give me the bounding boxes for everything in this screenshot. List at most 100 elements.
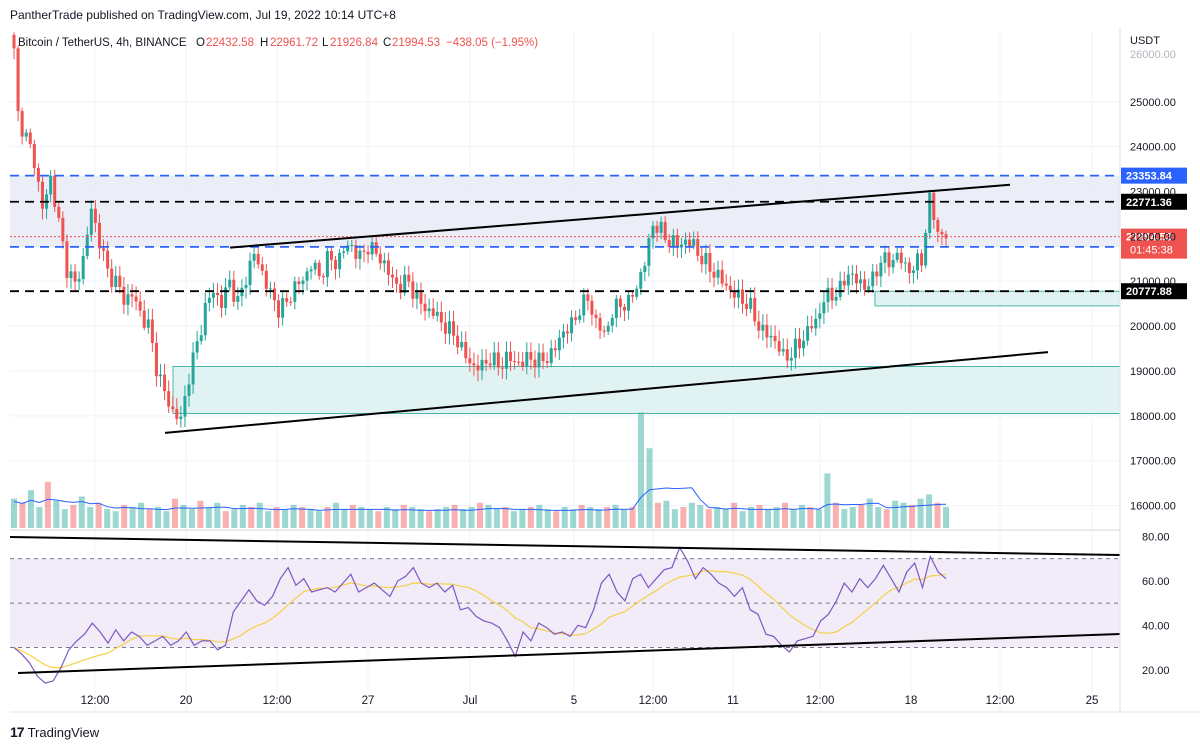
volume-bar xyxy=(561,507,568,528)
candle-body xyxy=(40,181,44,209)
candle-body xyxy=(179,416,183,419)
level-badge xyxy=(1121,167,1187,184)
volume-ma-line xyxy=(13,487,947,511)
level-price-label: 20777.88 xyxy=(1126,286,1172,298)
volume-bar xyxy=(731,502,738,528)
volume-bar xyxy=(222,511,229,528)
price-tick-label: 21000.00 xyxy=(1130,276,1176,288)
volume-bar xyxy=(756,504,763,528)
candle-body xyxy=(635,288,639,297)
candle-body xyxy=(69,271,73,279)
candle-body xyxy=(793,338,797,358)
candle-body xyxy=(940,231,944,235)
candle-body xyxy=(386,260,390,275)
candle-body xyxy=(606,325,610,332)
candle-body xyxy=(618,298,622,307)
horizontal-levels: 23353.8422771.3621765.2920777.8821994.53… xyxy=(10,167,1187,300)
volume-bar xyxy=(824,473,831,528)
candle-body xyxy=(891,259,895,268)
ohlc-low-label: L xyxy=(322,37,329,49)
volume-bar xyxy=(307,509,314,528)
rsi-tick-label: 80.00 xyxy=(1142,531,1170,543)
candle-body xyxy=(797,338,801,349)
candle-body xyxy=(492,352,496,366)
ohlc-close: 21994.53 xyxy=(392,37,440,49)
rsi-pane xyxy=(9,536,1121,684)
candle-body xyxy=(854,273,858,284)
candle-body xyxy=(325,251,329,278)
volume-bar xyxy=(341,509,348,528)
candle-body xyxy=(460,341,464,348)
time-tick-label: 12:00 xyxy=(806,695,835,707)
candle-body xyxy=(830,287,834,301)
candle-body xyxy=(49,175,53,195)
ohlc-open-label: O xyxy=(196,37,205,49)
candle-body xyxy=(24,132,28,137)
time-tick-label: 25 xyxy=(1086,695,1099,707)
time-tick-label: 12:00 xyxy=(81,695,110,707)
candle-body xyxy=(537,352,541,368)
candle-body xyxy=(773,335,777,342)
volume-bar xyxy=(61,509,68,528)
volume-bar xyxy=(248,507,255,528)
candle-body xyxy=(28,132,32,144)
volume-bar xyxy=(299,507,306,528)
volume-bar xyxy=(646,448,653,528)
candle-body xyxy=(814,318,818,329)
volume-bar xyxy=(324,507,331,528)
candle-body xyxy=(777,341,781,352)
volume-bar xyxy=(358,507,365,528)
candle-body xyxy=(321,276,325,278)
volume-bar xyxy=(265,511,272,528)
candle-body xyxy=(138,301,142,311)
volume-bar xyxy=(290,504,297,528)
candle-body xyxy=(374,242,378,254)
candle-body xyxy=(334,259,338,270)
volume-bar xyxy=(866,498,873,528)
candle-body xyxy=(736,289,740,298)
volume-bar xyxy=(798,504,805,528)
tradingview-brand: TradingView xyxy=(27,724,100,740)
candle-body xyxy=(61,217,65,242)
ohlc-close-label: C xyxy=(383,37,391,49)
level-price-label: 23353.84 xyxy=(1126,171,1173,183)
candle-body xyxy=(639,272,643,289)
candle-body xyxy=(692,239,696,246)
volume-bar xyxy=(375,511,382,528)
candle-body xyxy=(203,302,207,336)
candle-body xyxy=(232,279,236,302)
volume-bar xyxy=(544,509,551,528)
volume-bar xyxy=(27,490,34,528)
volume-bar xyxy=(95,502,102,528)
candle-body xyxy=(932,192,936,220)
ohlc-low: 21926.84 xyxy=(330,37,379,49)
candle-body xyxy=(159,374,163,377)
level-badge xyxy=(1121,283,1187,300)
candle-body xyxy=(378,253,382,264)
candle-body xyxy=(496,352,500,368)
candle-body xyxy=(126,294,130,305)
candle-body xyxy=(472,363,476,366)
volume-bar xyxy=(180,504,187,528)
candle-body xyxy=(399,283,403,294)
candle-body xyxy=(732,290,736,298)
candle-body xyxy=(509,351,513,362)
volume-bar xyxy=(112,511,119,528)
candle-body xyxy=(602,330,606,332)
candle-body xyxy=(215,292,219,295)
candle-body xyxy=(529,351,533,360)
ohlc-high: 22961.72 xyxy=(270,37,318,49)
candle-body xyxy=(252,253,256,261)
volume-bar xyxy=(765,509,772,528)
volume-bar xyxy=(527,507,534,528)
volume-bar xyxy=(188,509,195,528)
candle-body xyxy=(883,252,887,263)
candle-body xyxy=(289,301,293,303)
volume-bar xyxy=(485,504,492,528)
tradingview-footer[interactable]: 17 TradingView xyxy=(10,724,99,740)
price-tick-label: 18000.00 xyxy=(1130,411,1176,423)
last-price-label: 21994.53 xyxy=(1126,232,1172,244)
candle-body xyxy=(822,302,826,314)
candle-body xyxy=(114,275,118,287)
